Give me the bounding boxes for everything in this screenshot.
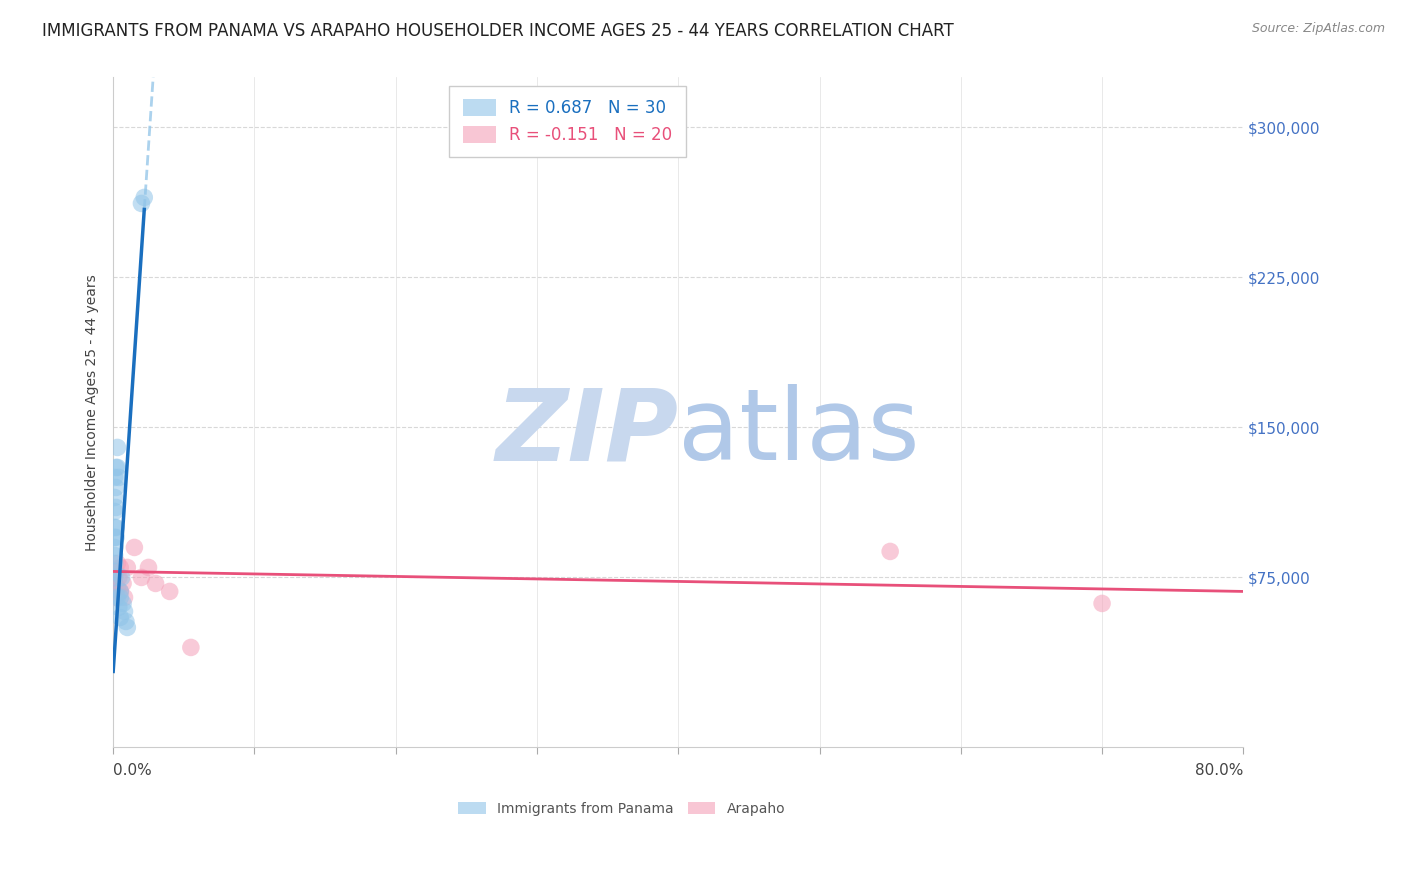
Point xyxy=(107,581,129,595)
Point xyxy=(108,470,131,484)
Point xyxy=(104,520,127,534)
Point xyxy=(104,565,127,579)
Text: ZIP: ZIP xyxy=(495,384,678,481)
Point xyxy=(105,565,128,579)
Point xyxy=(138,560,160,574)
Text: 80.0%: 80.0% xyxy=(1195,764,1243,779)
Point xyxy=(110,584,132,599)
Point xyxy=(115,615,138,629)
Point xyxy=(108,600,131,615)
Point xyxy=(180,640,202,655)
Point xyxy=(105,480,128,494)
Point xyxy=(112,576,135,591)
Point xyxy=(104,584,127,599)
Point xyxy=(110,591,132,605)
Point xyxy=(159,584,181,599)
Point xyxy=(104,491,127,505)
Point xyxy=(104,504,127,518)
Point xyxy=(114,604,136,618)
Point xyxy=(112,596,135,610)
Point xyxy=(131,196,153,211)
Point xyxy=(107,441,129,455)
Point xyxy=(105,591,128,605)
Point xyxy=(131,570,153,584)
Point xyxy=(117,620,139,634)
Point xyxy=(117,560,139,574)
Y-axis label: Householder Income Ages 25 - 44 years: Householder Income Ages 25 - 44 years xyxy=(86,274,100,551)
Point xyxy=(110,584,132,599)
Point xyxy=(104,576,127,591)
Point xyxy=(107,557,129,571)
Point xyxy=(105,520,128,534)
Point xyxy=(145,576,167,591)
Text: 0.0%: 0.0% xyxy=(114,764,152,779)
Point xyxy=(105,531,128,545)
Legend: Immigrants from Panama, Arapaho: Immigrants from Panama, Arapaho xyxy=(451,795,792,822)
Point xyxy=(105,460,128,475)
Point xyxy=(107,591,129,605)
Point xyxy=(110,560,132,574)
Point xyxy=(104,570,127,584)
Point xyxy=(104,470,127,484)
Text: atlas: atlas xyxy=(678,384,920,481)
Point xyxy=(108,570,131,584)
Point xyxy=(104,531,127,545)
Point xyxy=(110,610,132,624)
Point xyxy=(114,591,136,605)
Point xyxy=(111,570,134,584)
Point xyxy=(105,500,128,515)
Point xyxy=(104,557,127,571)
Point xyxy=(1091,596,1114,610)
Point xyxy=(879,544,901,558)
Point xyxy=(124,541,146,555)
Text: Source: ZipAtlas.com: Source: ZipAtlas.com xyxy=(1251,22,1385,36)
Text: IMMIGRANTS FROM PANAMA VS ARAPAHO HOUSEHOLDER INCOME AGES 25 - 44 YEARS CORRELAT: IMMIGRANTS FROM PANAMA VS ARAPAHO HOUSEH… xyxy=(42,22,953,40)
Point xyxy=(134,190,156,204)
Point xyxy=(104,549,127,563)
Point xyxy=(104,541,127,555)
Point xyxy=(107,460,129,475)
